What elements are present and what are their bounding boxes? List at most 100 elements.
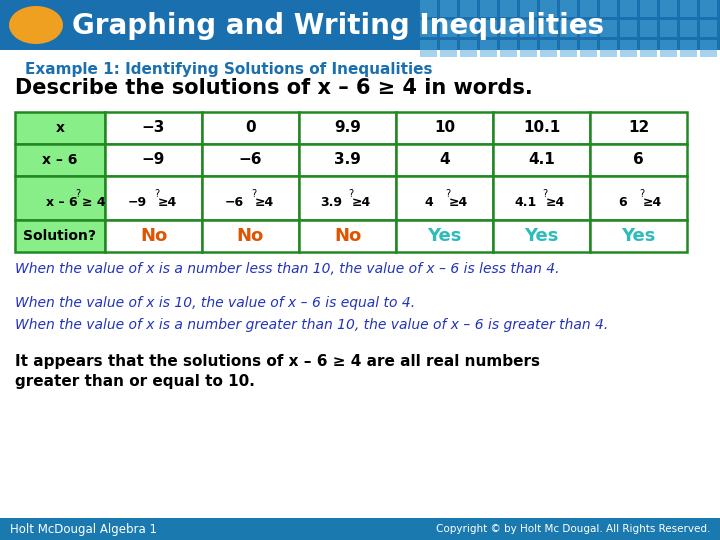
Text: ≥4: ≥4 [449,197,468,210]
Text: Yes: Yes [621,227,656,245]
Text: −3: −3 [142,120,165,136]
FancyBboxPatch shape [560,40,577,57]
Text: When the value of x is a number less than 10, the value of x – 6 is less than 4.: When the value of x is a number less tha… [15,262,559,276]
FancyBboxPatch shape [580,20,597,37]
FancyBboxPatch shape [460,20,477,37]
Text: ≥4: ≥4 [643,197,662,210]
FancyBboxPatch shape [590,112,687,144]
FancyBboxPatch shape [620,20,637,37]
Text: ≥4: ≥4 [158,197,177,210]
Text: ≥4: ≥4 [255,197,274,210]
FancyBboxPatch shape [660,0,677,17]
Text: When the value of x is 10, the value of x – 6 is equal to 4.: When the value of x is 10, the value of … [15,296,415,310]
Text: ≥4: ≥4 [546,197,565,210]
FancyBboxPatch shape [299,144,396,176]
FancyBboxPatch shape [620,0,637,17]
Text: 10.1: 10.1 [523,120,560,136]
FancyBboxPatch shape [396,144,493,176]
FancyBboxPatch shape [480,20,497,37]
FancyBboxPatch shape [600,0,617,17]
Text: x – 6: x – 6 [42,153,78,167]
FancyBboxPatch shape [580,0,597,17]
FancyBboxPatch shape [0,0,720,50]
FancyBboxPatch shape [540,20,557,37]
FancyBboxPatch shape [620,40,637,57]
FancyBboxPatch shape [680,20,697,37]
FancyBboxPatch shape [299,176,396,220]
FancyBboxPatch shape [540,40,557,57]
Text: ?: ? [639,189,644,199]
FancyBboxPatch shape [600,20,617,37]
Text: 4: 4 [424,197,433,210]
Text: Yes: Yes [524,227,559,245]
FancyBboxPatch shape [680,0,697,17]
FancyBboxPatch shape [0,518,720,540]
FancyBboxPatch shape [420,0,437,17]
Text: x – 6 ≥ 4: x – 6 ≥ 4 [46,197,106,210]
FancyBboxPatch shape [540,0,557,17]
FancyBboxPatch shape [493,144,590,176]
Text: ≥4: ≥4 [352,197,371,210]
Text: No: No [237,227,264,245]
FancyBboxPatch shape [493,176,590,220]
Text: 12: 12 [628,120,649,136]
Text: 6: 6 [633,152,644,167]
Text: 4: 4 [439,152,450,167]
Text: x: x [55,121,65,135]
Text: 3.9: 3.9 [334,152,361,167]
FancyBboxPatch shape [396,112,493,144]
Ellipse shape [9,6,63,44]
Text: No: No [334,227,361,245]
FancyBboxPatch shape [202,176,299,220]
Text: Example 1: Identifying Solutions of Inequalities: Example 1: Identifying Solutions of Ineq… [25,62,433,77]
FancyBboxPatch shape [500,40,517,57]
FancyBboxPatch shape [202,112,299,144]
FancyBboxPatch shape [105,176,202,220]
Text: No: No [140,227,167,245]
Text: ?: ? [445,189,450,199]
FancyBboxPatch shape [520,40,537,57]
Text: Yes: Yes [427,227,462,245]
FancyBboxPatch shape [660,20,677,37]
FancyBboxPatch shape [640,0,657,17]
Text: −9: −9 [142,152,165,167]
FancyBboxPatch shape [520,20,537,37]
Text: −6: −6 [239,152,262,167]
Text: 0: 0 [246,120,256,136]
FancyBboxPatch shape [660,40,677,57]
FancyBboxPatch shape [560,20,577,37]
FancyBboxPatch shape [590,220,687,252]
FancyBboxPatch shape [500,0,517,17]
FancyBboxPatch shape [700,20,717,37]
Text: ?: ? [251,189,256,199]
FancyBboxPatch shape [480,40,497,57]
FancyBboxPatch shape [15,176,105,220]
Text: ?: ? [76,189,81,199]
FancyBboxPatch shape [15,112,105,144]
FancyBboxPatch shape [396,220,493,252]
Text: 4.1: 4.1 [514,197,536,210]
FancyBboxPatch shape [105,144,202,176]
Text: 9.9: 9.9 [334,120,361,136]
Text: Holt McDougal Algebra 1: Holt McDougal Algebra 1 [10,523,157,536]
Text: −9: −9 [128,197,147,210]
Text: ?: ? [348,189,353,199]
FancyBboxPatch shape [580,40,597,57]
Text: Describe the solutions of x – 6 ≥ 4 in words.: Describe the solutions of x – 6 ≥ 4 in w… [15,78,533,98]
FancyBboxPatch shape [299,220,396,252]
FancyBboxPatch shape [590,176,687,220]
FancyBboxPatch shape [460,40,477,57]
Text: greater than or equal to 10.: greater than or equal to 10. [15,374,255,389]
Text: When the value of x is a number greater than 10, the value of x – 6 is greater t: When the value of x is a number greater … [15,318,608,332]
FancyBboxPatch shape [493,220,590,252]
FancyBboxPatch shape [680,40,697,57]
FancyBboxPatch shape [480,0,497,17]
FancyBboxPatch shape [493,112,590,144]
FancyBboxPatch shape [105,220,202,252]
FancyBboxPatch shape [700,40,717,57]
Text: 3.9: 3.9 [320,197,343,210]
Text: −6: −6 [225,197,244,210]
FancyBboxPatch shape [640,20,657,37]
FancyBboxPatch shape [640,40,657,57]
FancyBboxPatch shape [440,0,457,17]
